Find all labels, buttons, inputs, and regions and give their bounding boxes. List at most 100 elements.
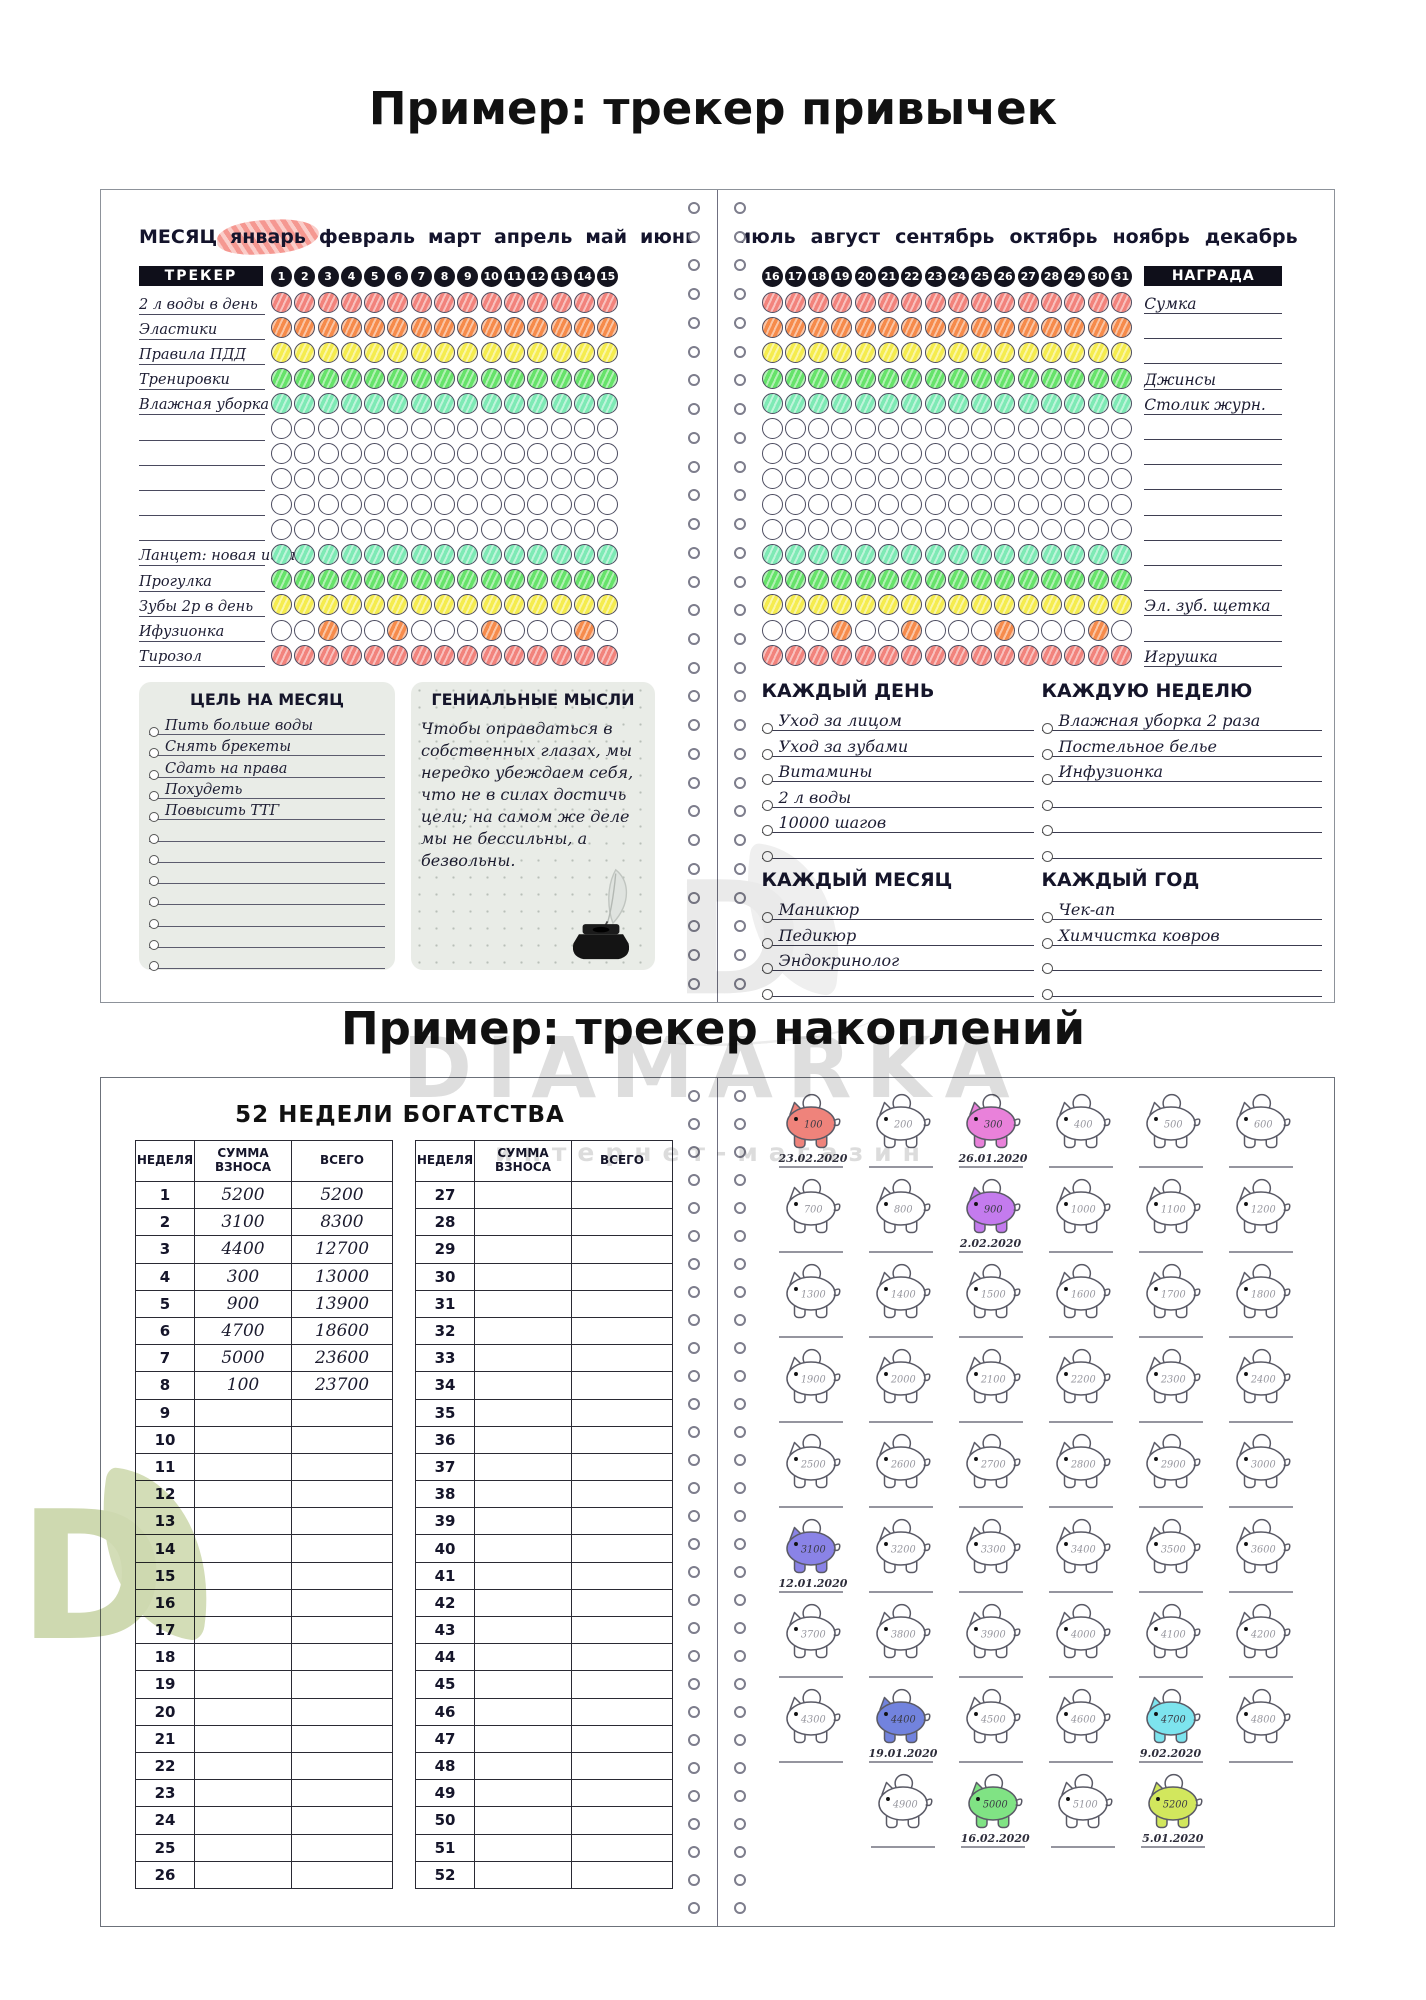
deposit-value — [194, 1806, 292, 1835]
tracker-cell — [877, 443, 899, 465]
piggy-bank-icon: 1700 — [1145, 1263, 1200, 1319]
svg-text:800: 800 — [893, 1204, 912, 1215]
tracker-cell — [831, 493, 853, 515]
tracker-cell — [271, 619, 292, 641]
tracker-cell — [294, 468, 316, 490]
tracker-cell — [1017, 317, 1039, 339]
binder-hole — [687, 374, 700, 387]
tracker-cell — [271, 644, 292, 666]
tracker-cell — [597, 392, 619, 414]
tracker-cell — [457, 367, 479, 389]
tracker-cell — [573, 594, 595, 616]
tracker-cell — [1087, 569, 1109, 591]
habit-row — [761, 567, 1335, 592]
day-number-circle: 17 — [784, 265, 806, 287]
week-row: 17 — [135, 1615, 393, 1645]
total-value — [291, 1697, 393, 1726]
tracker-cell — [340, 594, 362, 616]
tracker-cell — [364, 594, 386, 616]
week-number: 16 — [135, 1588, 195, 1618]
checkbox-circle — [149, 727, 159, 738]
week-number: 2 — [135, 1208, 195, 1237]
tracker-cell — [597, 317, 619, 339]
week-number: 42 — [415, 1588, 475, 1618]
tracker-cell — [1041, 418, 1063, 440]
deposit-value — [194, 1425, 292, 1454]
piggy-date-line: 9.02.2020 — [1138, 1747, 1203, 1763]
day-number-circle: 8 — [434, 265, 456, 287]
tracker-cell — [1041, 543, 1063, 565]
piggy-date-line — [1048, 1237, 1113, 1253]
tracker-cell — [434, 644, 456, 666]
tracker-cell — [457, 493, 479, 515]
habit-row: Тренировки — [139, 366, 717, 391]
habit-label: Правила ПДД — [139, 341, 265, 365]
tracker-cell — [340, 292, 362, 314]
binder-hole — [687, 1426, 700, 1438]
tracker-cell — [294, 518, 316, 540]
binder-hole — [733, 345, 746, 358]
reward-label — [1144, 417, 1283, 441]
savings-tracker-spread: 52 НЕДЕЛИ БОГАТСТВА НЕДЕЛЯ СУММА ВЗНОСА ВС… — [100, 1077, 1335, 1927]
tracker-cell — [364, 518, 386, 540]
tracker-cell — [434, 418, 456, 440]
periodic-item-text: Уход за лицом — [778, 711, 902, 731]
piggy-row: 3700 3800 3900 4000 4100 4200 — [766, 1602, 1311, 1687]
total-value — [571, 1208, 673, 1237]
periodic-item — [1041, 833, 1322, 862]
total-value — [571, 1425, 673, 1454]
habit-label: Ланцет: новая игла — [139, 542, 295, 567]
tracker-cell — [854, 518, 876, 540]
month-label: январь — [230, 226, 306, 248]
periodic-item-text: Влажная уборка 2 раза — [1058, 711, 1261, 731]
piggy-cell: 4400 19.01.2020 — [856, 1687, 946, 1772]
tracker-cell — [480, 392, 502, 414]
tracker-cell — [573, 569, 595, 591]
tracker-cell — [1041, 518, 1063, 540]
piggy-cell: 3800 — [856, 1602, 946, 1687]
tracker-cell — [527, 543, 549, 565]
binder-hole — [733, 1314, 746, 1326]
tracker-cell — [527, 317, 549, 339]
tracker-cell — [994, 342, 1016, 364]
binder-hole — [687, 1286, 700, 1298]
tracker-cell — [364, 418, 386, 440]
piggy-date-line — [868, 1152, 933, 1168]
tracker-cell — [1064, 468, 1086, 490]
goal-item — [149, 842, 385, 865]
tracker-cell — [901, 594, 923, 616]
piggy-bank-icon: 3800 — [875, 1603, 930, 1659]
tracker-cell — [877, 418, 899, 440]
habit-grid-right: Сумка Джинсы Столик журн. Эл. зуб. щетка Игр… — [718, 290, 1335, 668]
tracker-cell — [784, 619, 806, 641]
tracker-cell — [550, 367, 572, 389]
week-number: 7 — [135, 1344, 195, 1373]
piggy-row: 4300 4400 19.01.2020 4500 4600 4700 9.02.2020 4… — [766, 1687, 1311, 1772]
tracker-cell — [761, 518, 783, 540]
week-row: 18 — [135, 1643, 393, 1672]
day-number-circle: 21 — [877, 265, 899, 287]
periodic-item-text: Эндокринолог — [778, 951, 900, 971]
periodic-item-text: 2 л воды — [778, 787, 852, 807]
piggy-bank-icon: 4000 — [1055, 1603, 1110, 1659]
binder-hole — [733, 1090, 746, 1102]
binder-hole — [687, 661, 700, 674]
week-number: 31 — [415, 1289, 475, 1318]
tracker-cell — [924, 317, 946, 339]
tracker-cell — [877, 518, 899, 540]
svg-text:4500: 4500 — [979, 1714, 1005, 1725]
tracker-cell — [387, 342, 409, 364]
tracker-cell — [317, 443, 339, 465]
tracker-cell — [410, 292, 432, 314]
piggy-date-line: 26.01.2020 — [958, 1152, 1027, 1168]
tracker-cell — [1017, 443, 1039, 465]
habit-label: 2 л воды в день — [139, 291, 265, 315]
reward-label — [1144, 543, 1283, 566]
binder-holes — [733, 1090, 747, 1914]
tracker-cell — [573, 443, 595, 465]
tracker-cell — [1087, 443, 1109, 465]
tracker-cell — [808, 292, 830, 314]
reward-label — [1144, 518, 1283, 541]
tracker-cell — [271, 292, 292, 314]
deposit-value — [474, 1262, 572, 1291]
